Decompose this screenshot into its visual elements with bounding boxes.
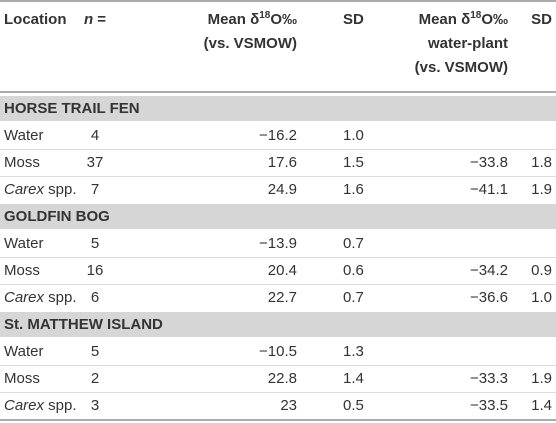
section-title: St. MATTHEW ISLAND — [4, 316, 163, 333]
location: Water — [4, 127, 43, 145]
column-header: (vs. VSMOW) — [204, 35, 297, 53]
table-cell: 1.0 — [531, 289, 552, 306]
table-cell: 0.5 — [343, 397, 364, 414]
text-run: O‰ — [270, 11, 297, 28]
text-run: SD — [531, 11, 552, 28]
rule — [0, 0, 556, 2]
column-header: water-plant — [428, 35, 508, 53]
column-header: (vs. VSMOW) — [415, 59, 508, 77]
rule — [0, 392, 556, 393]
table-cell: 16 — [86, 262, 104, 279]
text-run: Carex — [4, 397, 45, 414]
table-cell: −33.8 — [470, 154, 508, 171]
table-cell: 22.8 — [267, 370, 297, 387]
text-run: spp. — [44, 397, 77, 414]
table-cell: 4 — [90, 127, 100, 144]
table-cell: −36.6 — [470, 289, 508, 306]
table-cell: 17.6 — [267, 154, 297, 171]
table-cell: 3 — [90, 397, 100, 414]
column-header: Location — [4, 11, 67, 29]
text-run: Carex — [4, 181, 45, 198]
table-cell: 5 — [90, 343, 100, 360]
table-cell: 0.6 — [343, 262, 364, 279]
location: Moss — [4, 154, 40, 172]
table-cell: 5 — [90, 235, 100, 252]
table-cell: 0.7 — [343, 235, 364, 252]
text-run: Moss — [4, 154, 40, 171]
text-run: (vs. VSMOW) — [414, 59, 508, 76]
text-run: 18 — [470, 10, 482, 21]
table-cell: −10.5 — [259, 343, 297, 360]
location: Carex spp. — [4, 181, 77, 199]
section-title: HORSE TRAIL FEN — [4, 100, 140, 117]
text-run: Moss — [4, 262, 40, 279]
rule — [0, 419, 556, 421]
table-cell: 6 — [90, 289, 100, 306]
text-run: O‰ — [481, 11, 508, 28]
table-cell: 1.0 — [343, 127, 364, 144]
table-cell: 22.7 — [267, 289, 297, 306]
text-run: water-plant — [427, 35, 508, 52]
table-cell: 7 — [90, 181, 100, 198]
rule — [0, 284, 556, 285]
table-cell: −34.2 — [470, 262, 508, 279]
table-cell: 1.3 — [343, 343, 364, 360]
text-run: Moss — [4, 370, 40, 387]
table-cell: 23 — [280, 397, 297, 414]
table-cell: 0.7 — [343, 289, 364, 306]
table-cell: 1.9 — [531, 370, 552, 387]
rule — [0, 365, 556, 366]
section-band — [0, 204, 556, 229]
section-band — [0, 96, 556, 121]
table-cell: 1.6 — [343, 181, 364, 198]
table-cell: 1.5 — [343, 154, 364, 171]
location: Moss — [4, 262, 40, 280]
table-cell: −13.9 — [259, 235, 297, 252]
text-run: Carex — [4, 289, 45, 306]
text-run: spp. — [44, 181, 77, 198]
column-header: SD — [343, 11, 364, 29]
text-run: (vs. VSMOW) — [203, 35, 297, 52]
table-cell: 1.4 — [531, 397, 552, 414]
text-run: Mean δ — [418, 11, 471, 28]
column-header: Mean δ18O‰ — [419, 11, 508, 29]
text-run: spp. — [44, 289, 77, 306]
table-cell: −33.3 — [470, 370, 508, 387]
text-run: SD — [343, 11, 364, 28]
table-cell: 0.9 — [531, 262, 552, 279]
table-cell: 37 — [86, 154, 104, 171]
column-header: n = — [84, 11, 106, 29]
text-run: Water — [4, 235, 44, 252]
table-cell: 24.9 — [267, 181, 297, 198]
location: Water — [4, 343, 43, 361]
location: Carex spp. — [4, 289, 77, 307]
column-header: SD — [531, 11, 552, 29]
section-band — [0, 312, 556, 337]
column-header: Mean δ18O‰ — [208, 11, 297, 29]
table-cell: 1.8 — [531, 154, 552, 171]
location: Carex spp. — [4, 397, 77, 415]
rule — [0, 176, 556, 177]
text-run: Water — [4, 343, 44, 360]
table-cell: 1.4 — [343, 370, 364, 387]
text-run: 18 — [259, 10, 271, 21]
location: Water — [4, 235, 43, 253]
table-cell: −16.2 — [259, 127, 297, 144]
rule — [0, 149, 556, 150]
rule — [0, 257, 556, 258]
table-cell: 20.4 — [267, 262, 297, 279]
table-cell: −41.1 — [470, 181, 508, 198]
section-title: GOLDFIN BOG — [4, 208, 110, 225]
rule — [0, 91, 556, 93]
text-run: Location — [4, 11, 67, 28]
text-run: Mean δ — [207, 11, 260, 28]
table-cell: −33.5 — [470, 397, 508, 414]
table-cell: 2 — [90, 370, 100, 387]
text-run: Water — [4, 127, 44, 144]
text-run: n — [83, 11, 94, 28]
location: Moss — [4, 370, 40, 388]
table-cell: 1.9 — [531, 181, 552, 198]
text-run: = — [93, 11, 107, 28]
